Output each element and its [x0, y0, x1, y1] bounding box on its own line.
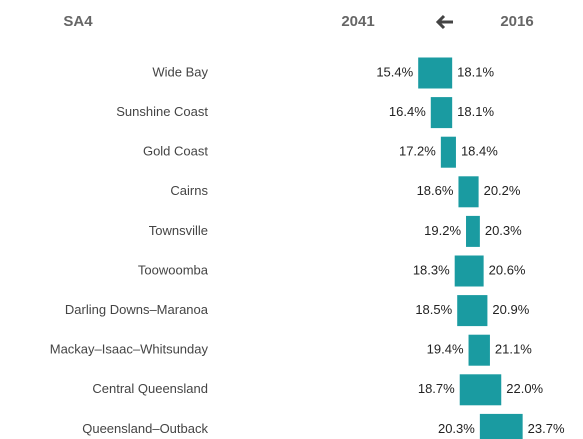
category-header: SA4: [63, 13, 93, 30]
range-bar: [458, 176, 479, 208]
value-label: 20.3%: [485, 223, 522, 238]
row-label: Darling Downs–Maranoa: [65, 302, 209, 317]
range-bar: [479, 413, 523, 439]
value-label: 20.9%: [492, 302, 529, 317]
arrow-icon: [435, 14, 453, 30]
value-label: 18.1%: [457, 64, 494, 79]
value-label: 18.5%: [415, 302, 452, 317]
row-label: Queensland–Outback: [82, 421, 208, 436]
row-label: Mackay–Isaac–Whitsunday: [50, 342, 209, 357]
value-label: 23.7%: [528, 421, 565, 436]
range-bar: [430, 97, 453, 129]
row-label: Wide Bay: [152, 64, 208, 79]
range-bar: [459, 374, 502, 406]
value-label: 19.4%: [427, 342, 464, 357]
value-label: 18.1%: [457, 104, 494, 119]
row-label: Townsville: [149, 223, 208, 238]
value-label: 20.2%: [484, 183, 521, 198]
series-header: 2041: [341, 13, 374, 30]
value-label: 15.4%: [376, 64, 413, 79]
value-label: 21.1%: [495, 342, 532, 357]
value-label: 18.4%: [461, 144, 498, 159]
value-label: 20.3%: [438, 421, 475, 436]
value-label: 19.2%: [424, 223, 461, 238]
row-label: Central Queensland: [92, 381, 208, 396]
value-label: 22.0%: [506, 381, 543, 396]
row-label: Gold Coast: [143, 144, 208, 159]
range-bar: [457, 295, 488, 327]
row-label: Toowoomba: [138, 262, 209, 277]
range-bar: [440, 136, 456, 168]
value-label: 17.2%: [399, 144, 436, 159]
value-label: 18.3%: [413, 262, 450, 277]
value-label: 20.6%: [489, 262, 526, 277]
row-label: Sunshine Coast: [116, 104, 208, 119]
range-bar: [454, 255, 484, 287]
range-bar: [418, 57, 453, 89]
series-header: 2016: [500, 13, 533, 30]
range-bar: [466, 215, 480, 247]
range-bar: [468, 334, 490, 366]
value-label: 18.6%: [417, 183, 454, 198]
value-label: 18.7%: [418, 381, 455, 396]
row-label: Cairns: [170, 183, 208, 198]
value-label: 16.4%: [389, 104, 426, 119]
